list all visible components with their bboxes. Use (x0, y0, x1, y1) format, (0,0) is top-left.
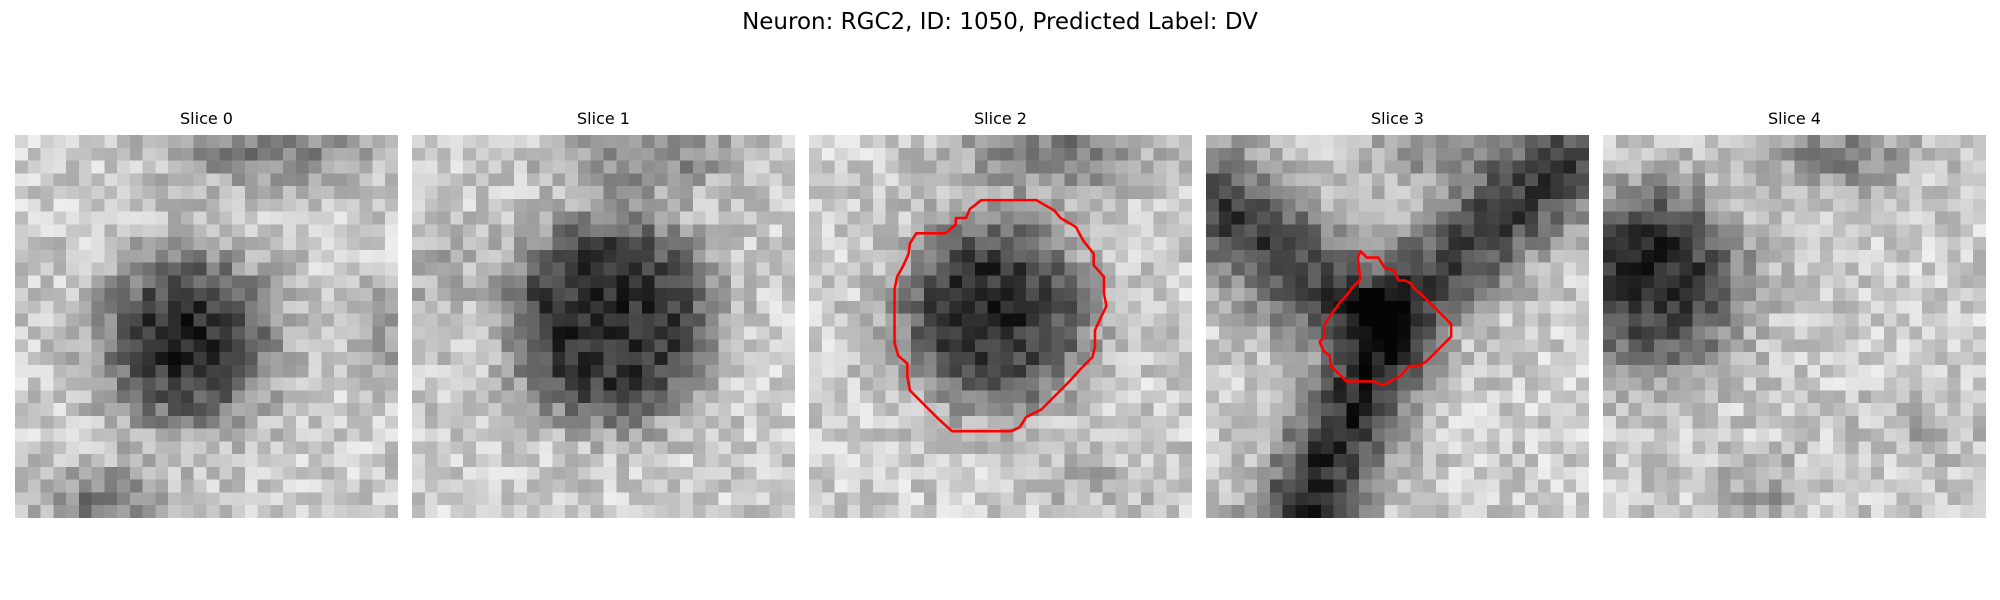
slice-title: Slice 3 (1371, 109, 1424, 128)
slice-pixels (412, 135, 795, 518)
slice-panel-2: Slice 2 (809, 108, 1192, 520)
slice-title: Slice 1 (577, 109, 630, 128)
slice-pixels (1206, 135, 1589, 518)
segmentation-contour (893, 198, 1108, 433)
slice-image (1603, 135, 1986, 518)
slice-image (412, 135, 795, 518)
segmentation-contour (1318, 249, 1453, 387)
figure-title: Neuron: RGC2, ID: 1050, Predicted Label:… (742, 9, 1258, 35)
slice-panel-4: Slice 4 (1603, 108, 1986, 520)
slice-image (15, 135, 398, 518)
slice-pixels (1603, 135, 1986, 518)
slice-title: Slice 4 (1768, 109, 1821, 128)
slice-panel-3: Slice 3 (1206, 108, 1589, 520)
slice-panel-1: Slice 1 (412, 108, 795, 520)
slice-image (809, 135, 1192, 518)
slice-title: Slice 0 (180, 109, 233, 128)
slice-pixels (809, 135, 1192, 518)
slice-panel-0: Slice 0 (15, 108, 398, 520)
slice-image (1206, 135, 1589, 518)
slice-title: Slice 2 (974, 109, 1027, 128)
slice-pixels (15, 135, 398, 518)
